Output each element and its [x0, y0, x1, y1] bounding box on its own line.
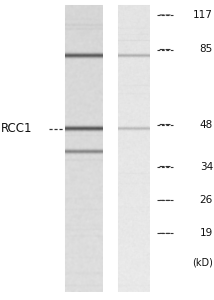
- Text: 19: 19: [200, 228, 213, 239]
- Text: 117: 117: [193, 10, 213, 20]
- Text: RCC1: RCC1: [1, 122, 33, 136]
- Text: 85: 85: [200, 44, 213, 55]
- Text: 48: 48: [200, 119, 213, 130]
- Text: (kD): (kD): [192, 257, 213, 268]
- Text: 26: 26: [200, 195, 213, 206]
- Text: 34: 34: [200, 161, 213, 172]
